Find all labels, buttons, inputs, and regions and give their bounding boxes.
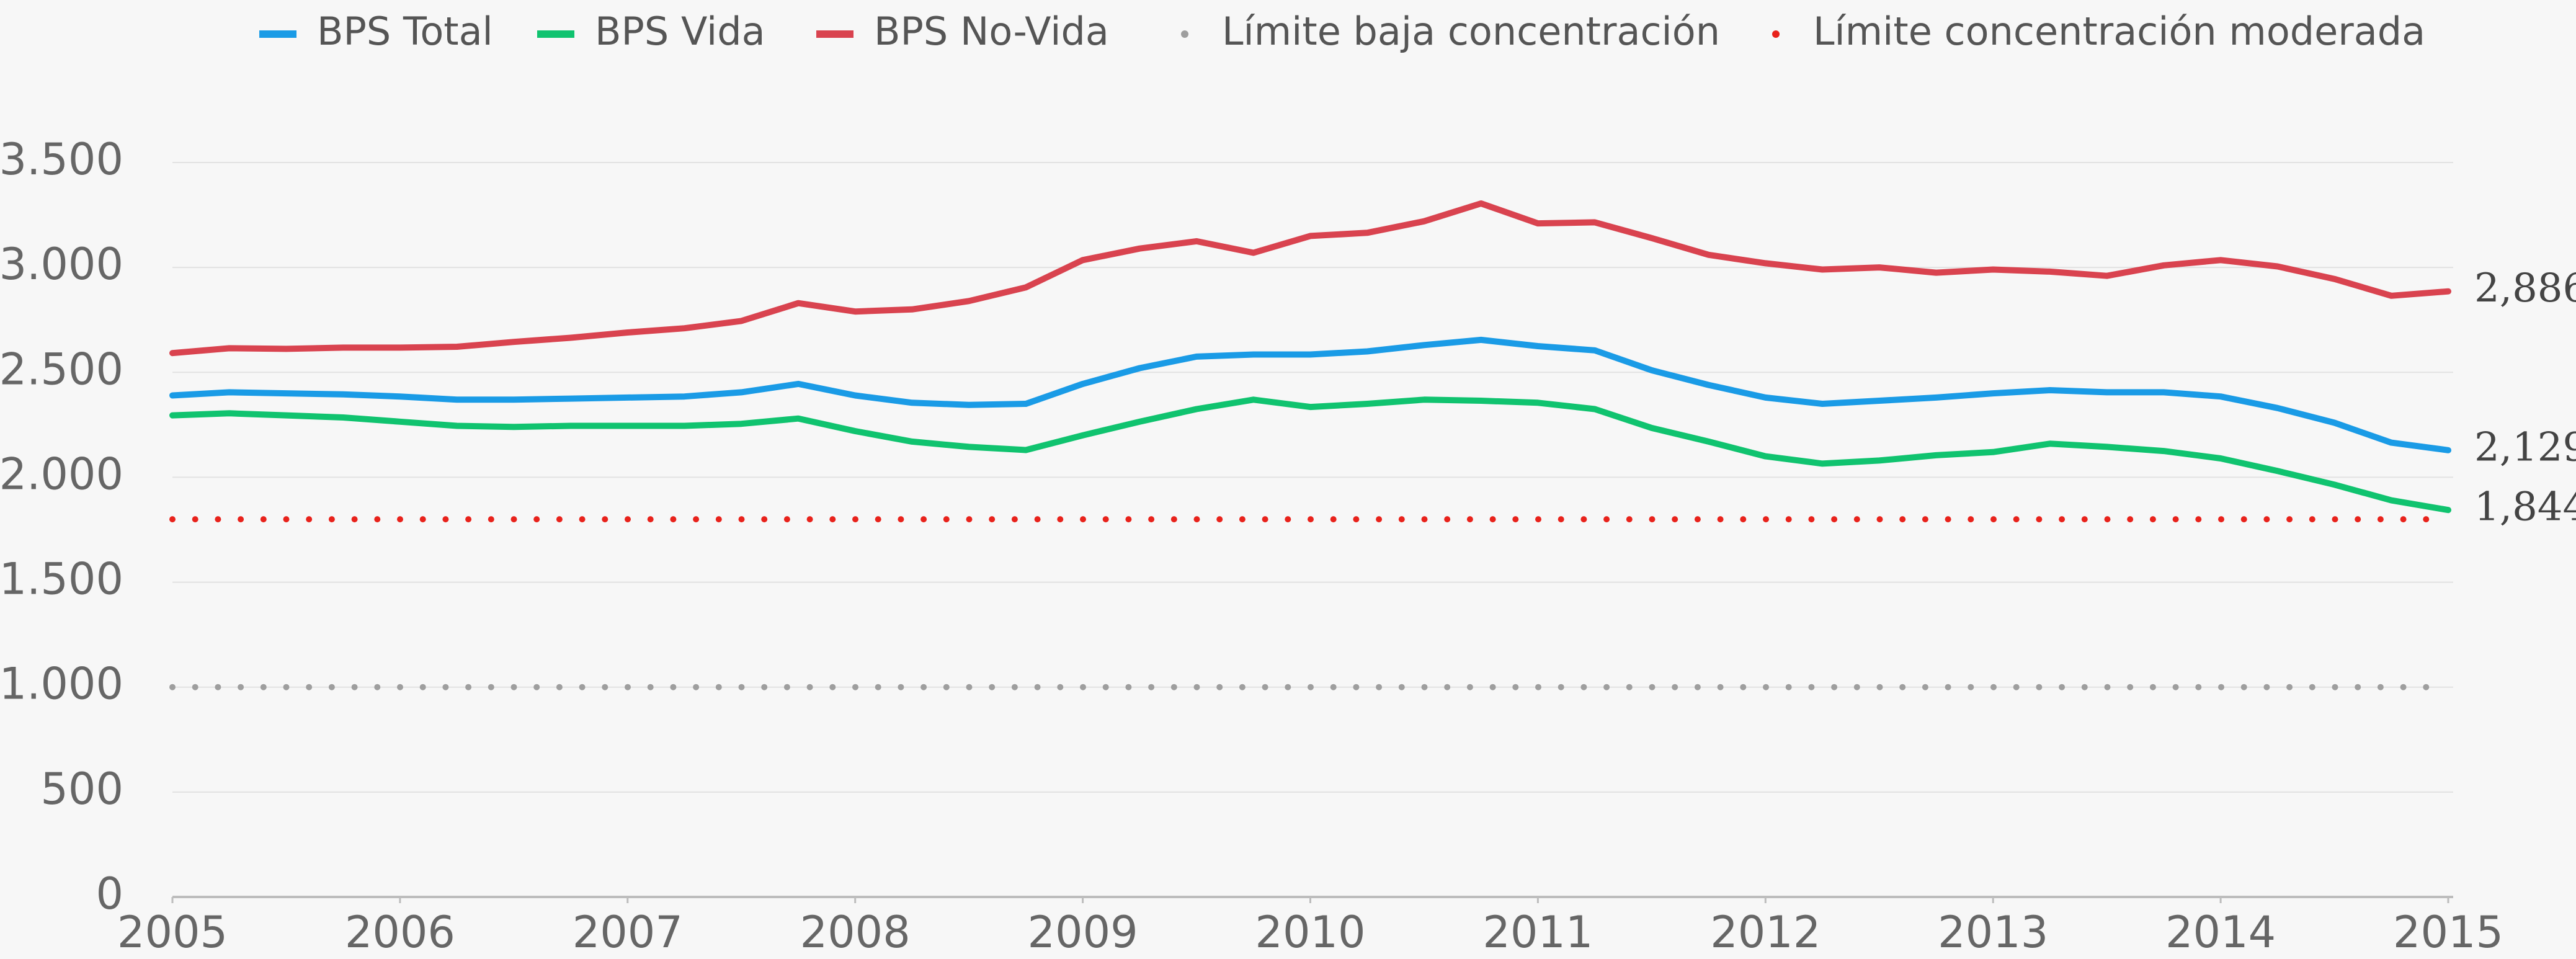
- y-tick-label: 0: [96, 868, 123, 919]
- x-tick-label: 2009: [1028, 907, 1138, 958]
- x-tick-label: 2015: [2393, 907, 2503, 958]
- y-tick-label: 1.500: [0, 554, 123, 605]
- x-tick-label: 2006: [345, 907, 455, 958]
- legend-label: BPS Vida: [595, 9, 765, 54]
- y-tick-label: 2.500: [0, 344, 123, 395]
- x-tick-label: 2012: [1710, 907, 1821, 958]
- x-tick-label: 2013: [1938, 907, 2048, 958]
- x-tick-label: 2010: [1255, 907, 1365, 958]
- legend-label: BPS No-Vida: [874, 9, 1109, 54]
- series-line: [169, 396, 2451, 514]
- y-tick-label: 2.000: [0, 448, 123, 499]
- series-line: [169, 336, 2451, 453]
- legend-marker: [1772, 30, 1780, 38]
- x-tick-label: 2008: [800, 907, 911, 958]
- end-label: 1,844: [2474, 484, 2576, 530]
- y-tick-label: 1.000: [0, 659, 123, 710]
- series-line: [169, 200, 2451, 357]
- x-tick-label: 2005: [117, 907, 228, 958]
- y-tick-label: 500: [40, 764, 123, 814]
- end-label: 2,886: [2474, 265, 2576, 311]
- x-tick-label: 2011: [1482, 907, 1593, 958]
- legend-label: Límite concentración moderada: [1813, 9, 2425, 54]
- x-tick-label: 2007: [573, 907, 683, 958]
- y-tick-label: 3.000: [0, 239, 123, 290]
- x-tick-label: 2014: [2165, 907, 2276, 958]
- legend-marker: [1181, 30, 1188, 38]
- y-tick-label: 3.500: [0, 134, 123, 185]
- legend-label: Límite baja concentración: [1222, 9, 1720, 54]
- end-label: 2,129: [2474, 424, 2576, 470]
- legend-label: BPS Total: [317, 9, 493, 54]
